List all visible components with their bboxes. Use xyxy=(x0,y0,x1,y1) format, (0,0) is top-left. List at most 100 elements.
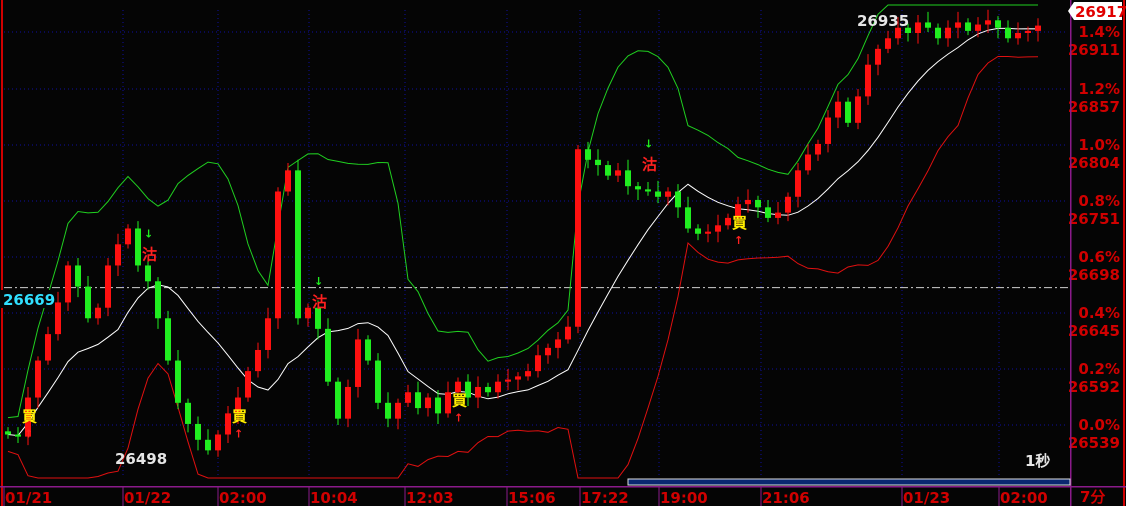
bollinger-bands xyxy=(7,4,1039,479)
candle-body xyxy=(295,170,301,319)
x-tick-label: 21:06 xyxy=(762,489,810,506)
x-tick-label: 02:00 xyxy=(219,489,267,506)
candle-body xyxy=(95,307,101,319)
y-tick-pct: 1.0% xyxy=(1078,136,1120,154)
candle-body xyxy=(155,281,161,319)
candle-body xyxy=(115,244,121,266)
candle-body xyxy=(855,96,861,123)
candle-body xyxy=(545,347,551,356)
arrow-up-icon: ↑ xyxy=(454,412,463,425)
candle-body xyxy=(765,207,771,218)
low-label: 26498 xyxy=(115,450,167,468)
candle-body xyxy=(485,386,491,393)
candle-body xyxy=(695,228,701,234)
candle-body xyxy=(1025,30,1031,33)
candle-body xyxy=(625,170,631,187)
candle-body xyxy=(25,397,31,437)
candle-body xyxy=(875,48,881,65)
candle-body xyxy=(705,231,711,234)
candle-body xyxy=(45,334,51,361)
candle-body xyxy=(935,27,941,39)
candle-body xyxy=(285,170,291,192)
y-tick-price: 26698 xyxy=(1068,266,1120,284)
candle-body xyxy=(65,265,71,303)
sell-signal: 沽 xyxy=(142,245,157,263)
candle-body xyxy=(965,22,971,31)
candle-body xyxy=(395,402,401,419)
candle-body xyxy=(435,397,441,414)
candle-body xyxy=(985,20,991,25)
candle-body xyxy=(415,392,421,409)
left-border xyxy=(1,0,3,506)
candle-body xyxy=(735,204,741,218)
candle-body xyxy=(465,381,471,398)
sell-signal: 沽 xyxy=(312,293,327,311)
arrow-up-icon: ↑ xyxy=(734,234,743,247)
candles xyxy=(5,9,1041,457)
buy-signal: 買 xyxy=(22,408,37,426)
candle-body xyxy=(795,170,801,197)
x-tick-label: 12:03 xyxy=(406,489,454,506)
x-axis-divider xyxy=(0,486,1126,488)
candle-body xyxy=(85,286,91,319)
y-tick-price: 26751 xyxy=(1068,210,1120,228)
candle-body xyxy=(805,154,811,171)
buy-signal: 買 xyxy=(732,214,747,232)
candle-body xyxy=(275,191,281,319)
candle-body xyxy=(675,191,681,208)
candle-body xyxy=(5,431,11,435)
candle-body xyxy=(425,397,431,409)
candle-body xyxy=(645,189,651,192)
candle-body xyxy=(265,318,271,350)
candle-body xyxy=(575,149,581,327)
candle-body xyxy=(755,199,761,208)
candle-body xyxy=(535,355,541,372)
candle-body xyxy=(475,386,481,398)
period-label: 7分 xyxy=(1080,488,1105,506)
candle-body xyxy=(815,143,821,155)
candle-body xyxy=(1015,33,1021,39)
y-tick-pct: 0.0% xyxy=(1078,416,1120,434)
y-axis: 0.0%26539 0.2%26592 0.4%26645 0.6%26698 0.8%… xyxy=(1068,23,1120,452)
candle-body xyxy=(525,371,531,377)
candle-body xyxy=(885,38,891,49)
candle-body xyxy=(565,326,571,340)
y-tick-price: 26539 xyxy=(1068,434,1120,452)
buy-signal: 買 xyxy=(452,392,467,410)
x-tick-label: 19:00 xyxy=(660,489,708,506)
candle-body xyxy=(635,186,641,190)
y-tick-pct: 0.8% xyxy=(1078,192,1120,210)
candle-body xyxy=(655,191,661,197)
candle-body xyxy=(835,101,841,118)
candle-body xyxy=(905,27,911,33)
candle-body xyxy=(605,165,611,176)
sell-signal: 沽 xyxy=(642,155,657,173)
candle-body xyxy=(775,212,781,218)
upper-band xyxy=(7,4,1038,419)
candle-body xyxy=(135,228,141,266)
y-tick-price: 26911 xyxy=(1068,41,1120,59)
candle-body xyxy=(445,392,451,414)
candle-body xyxy=(165,318,171,361)
high-label: 26935 xyxy=(857,12,909,30)
grid xyxy=(4,10,1068,478)
candle-body xyxy=(505,379,511,382)
candle-body xyxy=(75,265,81,287)
candle-body xyxy=(585,149,591,160)
x-tick-label: 02:00 xyxy=(1000,489,1048,506)
candle-body xyxy=(995,20,1001,28)
candle-body xyxy=(685,207,691,229)
x-tick-label: 01/21 xyxy=(5,489,52,506)
candle-body xyxy=(615,170,621,176)
candle-body xyxy=(245,371,251,398)
x-tick-label: 01/22 xyxy=(124,489,171,506)
candle-body xyxy=(185,402,191,424)
candle-body xyxy=(375,360,381,403)
y-tick-pct: 1.4% xyxy=(1078,23,1120,41)
candle-body xyxy=(15,434,21,437)
candle-body xyxy=(1005,27,1011,39)
candle-body xyxy=(105,265,111,308)
candle-body xyxy=(785,196,791,213)
buy-signal: 買 xyxy=(232,408,247,426)
scrollbar[interactable] xyxy=(627,478,1071,486)
